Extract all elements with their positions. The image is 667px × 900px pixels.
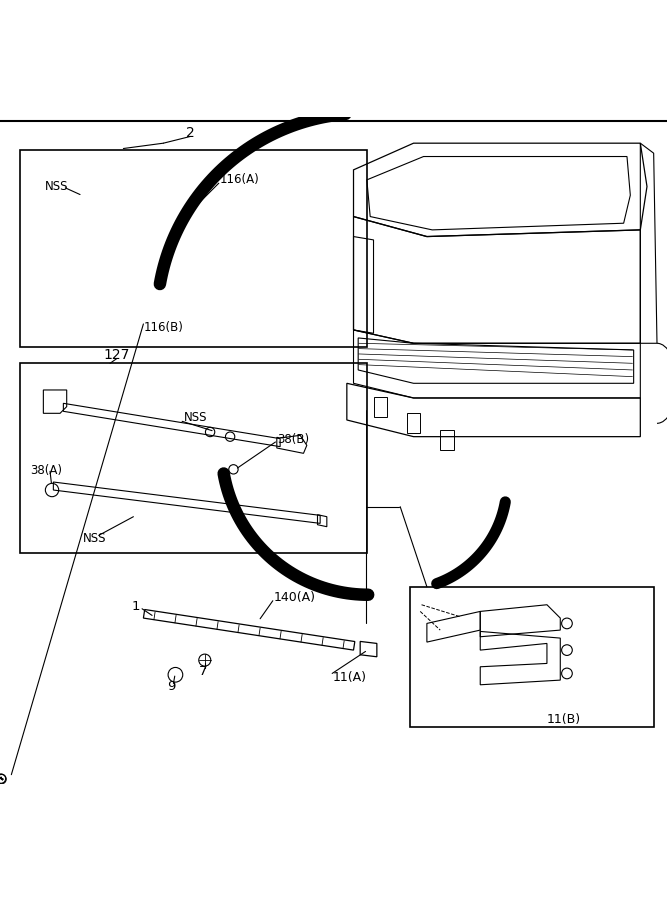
Bar <box>20 364 367 554</box>
Text: 11(A): 11(A) <box>333 670 367 684</box>
Text: 7: 7 <box>199 665 207 678</box>
Text: 38(B): 38(B) <box>277 433 309 446</box>
Text: 9: 9 <box>167 680 175 693</box>
Text: 11(B): 11(B) <box>546 713 581 726</box>
Text: 140(A): 140(A) <box>273 591 315 604</box>
Bar <box>20 149 367 346</box>
Text: 127: 127 <box>103 348 130 363</box>
Bar <box>410 587 654 727</box>
Text: 116(B): 116(B) <box>143 321 183 335</box>
Text: NSS: NSS <box>45 180 69 193</box>
Text: 38(A): 38(A) <box>30 464 62 476</box>
Text: NSS: NSS <box>83 532 107 545</box>
Text: 2: 2 <box>185 126 195 140</box>
Text: NSS: NSS <box>183 411 207 425</box>
Text: 116(A): 116(A) <box>220 174 260 186</box>
Text: 1: 1 <box>131 600 140 613</box>
